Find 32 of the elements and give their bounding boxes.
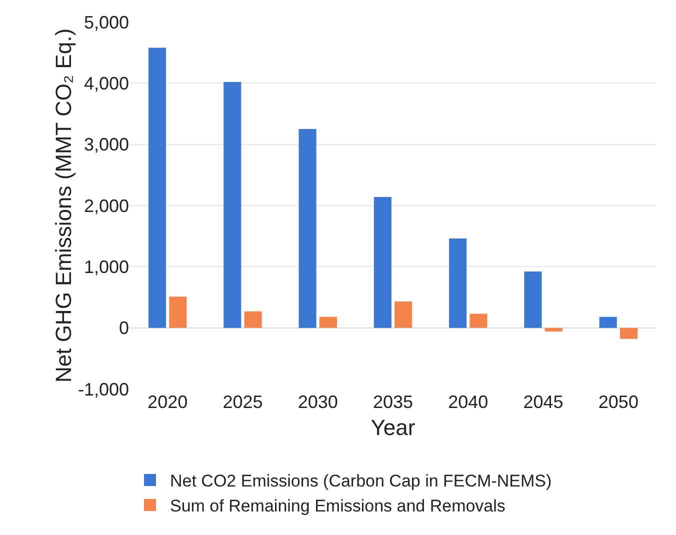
bar — [298, 129, 316, 328]
x-tick-label: 2020 — [148, 392, 188, 412]
x-tick-label: 2050 — [598, 392, 638, 412]
x-tick-label: 2035 — [372, 392, 414, 412]
y-tick-label: 2,000 — [84, 196, 129, 216]
x-axis-title: Year — [370, 414, 416, 440]
legend-label: Sum of Remaining Emissions and Removals — [170, 496, 506, 516]
y-tick-label: 4,000 — [84, 73, 129, 94]
x-tick-label: 2045 — [523, 392, 564, 412]
legend-label: Net CO2 Emissions (Carbon Cap in FECM-NEMS) — [170, 472, 552, 491]
y-axis-title: Net GHG Emissions (MMT CO₂ Eq.) — [50, 28, 76, 383]
bar — [148, 48, 166, 328]
bar — [374, 196, 392, 328]
bar — [599, 316, 617, 328]
bar — [224, 82, 242, 328]
bar — [524, 272, 542, 328]
bar — [244, 311, 262, 328]
y-tick-label: 3,000 — [84, 134, 129, 155]
y-tick-label: 5,000 — [84, 12, 129, 32]
y-tick-label: 1,000 — [84, 256, 129, 277]
bar — [394, 302, 412, 328]
x-tick-label: 2025 — [222, 392, 263, 412]
y-tick-label: -1,000 — [78, 379, 129, 400]
y-tick-label: 0 — [118, 318, 129, 338]
bar — [470, 314, 488, 328]
x-tick-label: 2040 — [448, 392, 488, 412]
bar — [449, 238, 467, 328]
bar — [544, 328, 562, 332]
bar — [620, 328, 638, 339]
bar — [169, 296, 187, 328]
bar — [319, 316, 337, 328]
x-tick-label: 2030 — [298, 392, 338, 412]
